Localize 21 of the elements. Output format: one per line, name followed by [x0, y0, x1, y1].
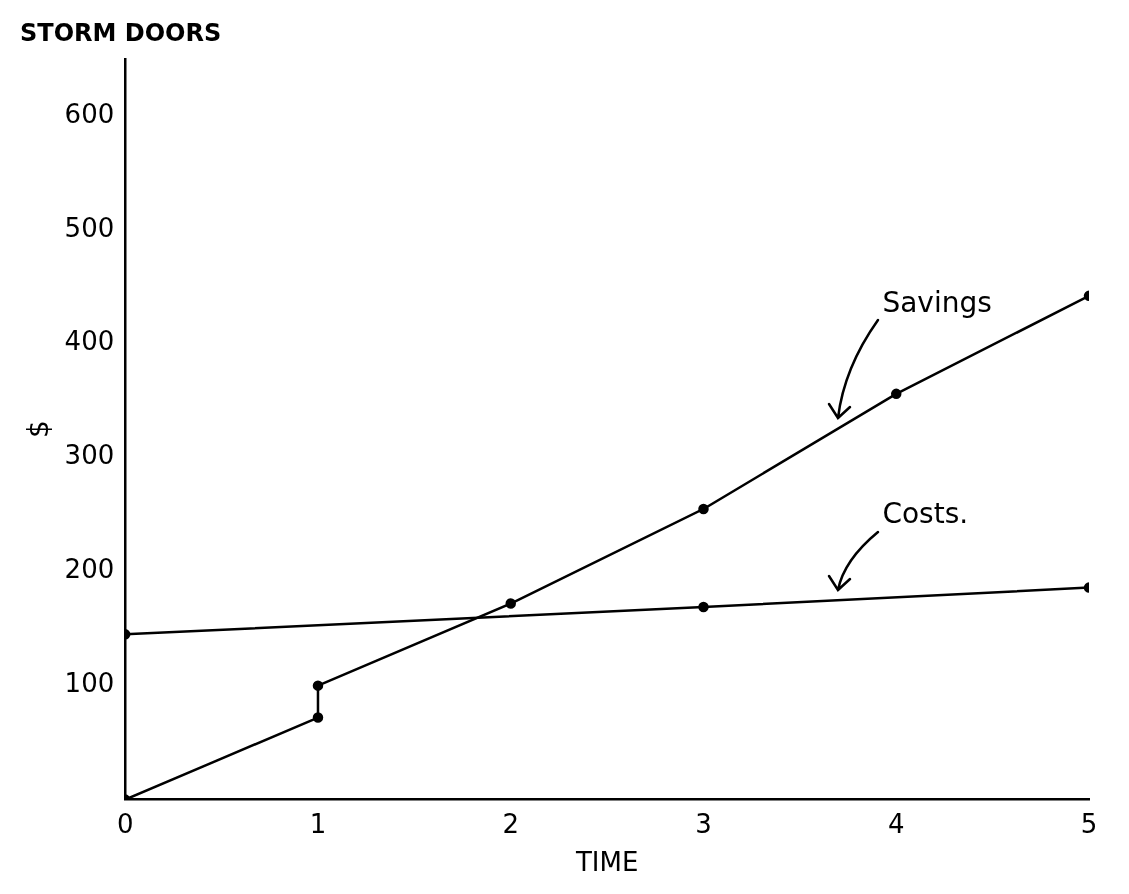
text: Costs. — [882, 497, 969, 531]
y-tick-label: 600 — [64, 98, 115, 129]
x-tick-label: 1 — [309, 808, 327, 839]
point — [312, 712, 324, 723]
point — [505, 598, 516, 609]
x-tick-label: 3 — [695, 808, 712, 839]
x-tick-label: 4 — [887, 808, 905, 839]
series-label: Savings — [882, 285, 992, 319]
point — [698, 503, 709, 515]
y-tick-label: 200 — [64, 554, 115, 585]
x-tick-label: 0 — [116, 808, 134, 839]
x-tick-label: 5 — [1080, 808, 1098, 839]
point — [312, 680, 324, 691]
chart-title: STORM DOORS — [20, 18, 222, 47]
x-tick-label: 2 — [502, 808, 520, 839]
y-tick-label: 300 — [64, 440, 115, 471]
y-tick-label: 500 — [64, 212, 115, 243]
y-axis-title: $ — [22, 420, 56, 439]
y-tick-label: 400 — [64, 326, 115, 357]
x-axis-title: TIME — [574, 847, 639, 878]
y-tick-label: 100 — [64, 668, 115, 699]
